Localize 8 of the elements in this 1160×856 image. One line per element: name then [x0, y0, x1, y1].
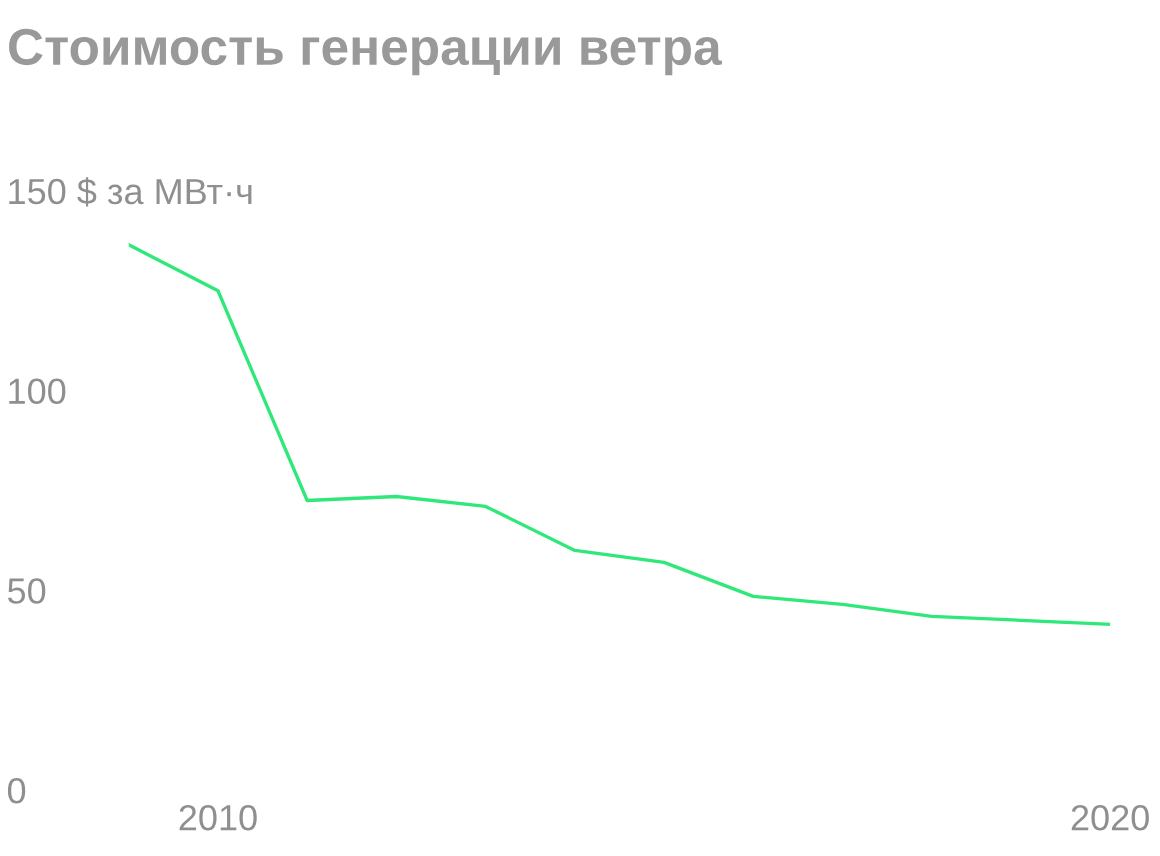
- chart-title: Стоимость генерации ветра: [9, 28, 722, 76]
- y-tick-label: 100: [9, 378, 66, 405]
- y-tick-label: 150 $ за МВт·ч: [9, 177, 252, 207]
- x-tick-label: 2010: [179, 804, 257, 831]
- x-tick-label: 2020: [1071, 804, 1149, 831]
- y-tick-label: 50: [7, 578, 46, 604]
- y-tick-label: 0: [7, 777, 26, 804]
- line-series: [128, 243, 1111, 626]
